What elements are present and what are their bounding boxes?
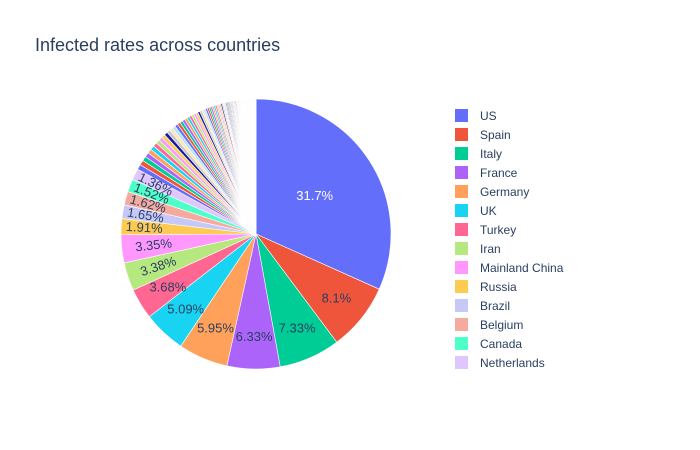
legend-swatch[interactable] <box>455 204 468 217</box>
slice-label-germany: 5.95% <box>197 321 234 336</box>
legend-label[interactable]: Spain <box>480 128 511 142</box>
legend-swatch[interactable] <box>455 185 468 198</box>
legend: US Spain Italy France Germany UK Turkey Iran Mai… <box>455 109 564 370</box>
legend-swatch[interactable] <box>455 261 468 274</box>
legend-label[interactable]: Brazil <box>480 299 510 313</box>
legend-swatch[interactable] <box>455 109 468 122</box>
slice-label-us: 31.7% <box>296 188 333 203</box>
legend-label[interactable]: Iran <box>480 242 501 256</box>
legend-label[interactable]: France <box>480 166 518 180</box>
slice-label-brazil: 1.65% <box>126 205 165 226</box>
legend-swatch[interactable] <box>455 223 468 236</box>
legend-label[interactable]: Mainland China <box>480 261 564 275</box>
slice-label-italy: 7.33% <box>279 320 316 335</box>
legend-label[interactable]: Turkey <box>480 223 516 237</box>
slice-label-mainland-china: 3.35% <box>134 235 173 254</box>
legend-swatch[interactable] <box>455 337 468 350</box>
slice-labels: 31.7%8.1%7.33%6.33%5.95%5.09%3.68%3.38%3… <box>125 169 351 344</box>
slice-label-russia: 1.91% <box>125 219 163 236</box>
pie-slice-us <box>255 98 392 290</box>
legend-label[interactable]: Canada <box>480 337 522 351</box>
pie-group <box>120 98 392 370</box>
legend-swatch[interactable] <box>455 242 468 255</box>
legend-label[interactable]: Germany <box>480 185 529 199</box>
slice-label-turkey: 3.68% <box>149 279 186 294</box>
legend-swatch[interactable] <box>455 299 468 312</box>
legend-label[interactable]: US <box>480 109 497 123</box>
legend-swatch[interactable] <box>455 147 468 160</box>
legend-swatch[interactable] <box>455 166 468 179</box>
legend-swatch[interactable] <box>455 356 468 369</box>
legend-label[interactable]: UK <box>480 204 497 218</box>
legend-swatch[interactable] <box>455 128 468 141</box>
legend-label[interactable]: Belgium <box>480 318 523 332</box>
slice-label-uk: 5.09% <box>167 301 204 316</box>
slice-label-france: 6.33% <box>236 329 273 344</box>
chart-title: Infected rates across countries <box>35 35 280 55</box>
legend-label[interactable]: Netherlands <box>480 356 545 370</box>
legend-swatch[interactable] <box>455 318 468 331</box>
slice-label-spain: 8.1% <box>322 290 352 305</box>
legend-label[interactable]: Russia <box>480 280 517 294</box>
legend-label[interactable]: Italy <box>480 147 502 161</box>
legend-swatch[interactable] <box>455 280 468 293</box>
